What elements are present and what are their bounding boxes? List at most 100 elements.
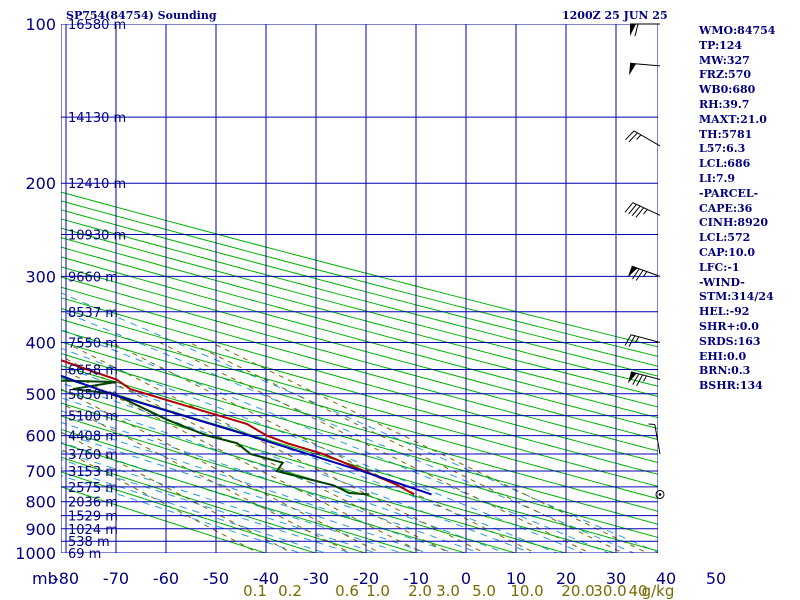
moist-adiabat [61, 421, 455, 553]
dry-adiabats [61, 191, 658, 553]
dry-adiabat [61, 456, 368, 553]
index-item: EHI:0.0 [699, 349, 747, 363]
mixing-ratio-label: 3.0 [436, 582, 460, 600]
mixing-ratio-label: 30.0 [593, 582, 626, 600]
index-item: CAPE:36 [699, 201, 753, 215]
mixing-ratio-line [189, 342, 625, 553]
barb-pennant [630, 24, 636, 36]
mixing-ratio-label: 0.2 [278, 582, 302, 600]
height-label: 1024 m [68, 523, 118, 538]
temperature-tick-label: -70 [103, 569, 129, 588]
pressure-tick-label: 900 [25, 520, 56, 539]
barb-half-flag [636, 134, 642, 140]
temperature-tick-label: 40 [656, 569, 676, 588]
barb-staff [654, 424, 661, 455]
mixing-ratio-line [159, 342, 591, 553]
mixing-ratio-line [211, 342, 649, 553]
barb-pennant [627, 266, 638, 278]
height-label: 10930 m [68, 229, 126, 244]
index-item: FRZ:570 [699, 68, 752, 82]
dewpoint-trace [61, 379, 370, 496]
dry-adiabat [61, 276, 658, 441]
index-item: LI:7.9 [699, 171, 736, 185]
pressure-axis-label: mb [32, 569, 58, 588]
moist-adiabat [61, 467, 327, 553]
moist-adiabat [61, 397, 507, 553]
index-item: SHR+:0.0 [699, 319, 759, 333]
index-item: MAXT:21.0 [699, 112, 767, 126]
dry-adiabat [61, 471, 318, 553]
temperature-tick-label: -80 [53, 569, 79, 588]
index-item: STM:314/24 [699, 290, 774, 304]
dry-adiabat [61, 402, 568, 553]
barb-flag [624, 202, 634, 213]
temperature-tick-label: 0 [461, 569, 471, 588]
mixing-ratio-line [65, 342, 486, 553]
temperature-tick-label: -40 [253, 569, 279, 588]
index-item: MW:327 [699, 53, 750, 67]
index-item: -PARCEL- [699, 186, 759, 200]
pressure-tick-label: 400 [25, 333, 56, 352]
temperature-tick-label: -60 [153, 569, 179, 588]
barb-pennant [629, 63, 637, 76]
parcel-trace [61, 374, 432, 496]
dry-adiabat [61, 389, 618, 553]
index-item: CAP:10.0 [699, 245, 756, 259]
barb-pennant [627, 371, 637, 384]
wind-barb [624, 334, 661, 347]
pressure-tick-label: 1000 [15, 544, 56, 563]
height-label: 16580 m [68, 18, 126, 33]
dry-adiabat [61, 246, 658, 408]
chart-timestamp: 1200Z 25 JUN 25 [562, 9, 668, 22]
pressure-tick-label: 100 [25, 15, 56, 34]
barb-flag [635, 207, 645, 218]
stability-indices-panel: WMO:84754 TP:124 MW:327 FRZ:570 WB0:680 RH:39… [699, 24, 775, 394]
dry-adiabat [61, 209, 658, 367]
temperature-tick-label: 20 [556, 569, 576, 588]
moist-adiabat [61, 410, 481, 553]
temperature-tick-label: 30 [606, 569, 626, 588]
mixing-ratio-label: 5.0 [472, 582, 496, 600]
height-label: 6658 m [68, 364, 118, 379]
height-label: 2036 m [68, 496, 118, 511]
index-item: TH:5781 [699, 127, 753, 141]
barb-flag [628, 204, 637, 215]
height-label: 5850 m [68, 388, 118, 403]
temperature-trace [61, 359, 415, 496]
sounding-traces [61, 359, 432, 496]
height-label: 4408 m [68, 430, 118, 445]
barb-staff [630, 62, 661, 67]
dry-adiabat [61, 442, 418, 553]
dry-adiabat [61, 266, 658, 430]
dry-adiabat [61, 330, 658, 500]
barb-flag [628, 132, 638, 143]
index-item: RH:39.7 [699, 97, 750, 111]
barb-flag [625, 130, 635, 141]
temperature-tick-label: -30 [303, 569, 329, 588]
pressure-tick-label: 500 [25, 385, 56, 404]
index-item: CINH:8920 [699, 216, 769, 230]
height-label: 69 m [68, 547, 101, 562]
mixing-ratio-line [61, 448, 260, 553]
pressure-tick-label: 600 [25, 427, 56, 446]
index-item: TP:124 [699, 38, 743, 52]
temperature-tick-label: 10 [506, 569, 526, 588]
index-item: LCL:572 [699, 231, 751, 245]
pressure-tick-label: 800 [25, 493, 56, 512]
height-label: 12410 m [68, 177, 126, 192]
calm-dot [658, 493, 662, 496]
mixing-ratio-label: 1.0 [366, 582, 390, 600]
barb-staff [632, 202, 661, 216]
moist-adiabat [61, 310, 636, 553]
barb-staff [633, 130, 661, 147]
dry-adiabat [61, 256, 658, 419]
height-label: 1529 m [68, 510, 118, 525]
barb-flag [628, 335, 636, 347]
wind-barb [630, 23, 660, 37]
dry-adiabat [61, 237, 658, 398]
pressure-tick-label: 700 [25, 462, 56, 481]
height-label: 8537 m [68, 306, 118, 321]
index-item: LFC:-1 [699, 260, 740, 274]
barb-flag [632, 373, 640, 385]
